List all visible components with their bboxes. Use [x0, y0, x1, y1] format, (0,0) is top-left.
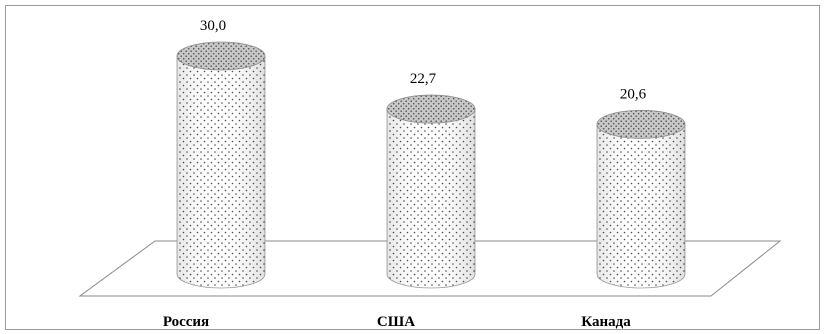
- bar-top: [386, 94, 476, 124]
- bar-canada: 20,6: [596, 86, 686, 289]
- category-label-canada: Канада: [581, 314, 631, 330]
- bar-top: [596, 109, 686, 139]
- category-label-usa: США: [377, 314, 415, 330]
- bar-shading: [177, 56, 265, 288]
- data-label-usa: 22,7: [410, 71, 437, 87]
- bar-usa: 22,7: [386, 71, 476, 289]
- bars-group: 30,0 22,7 20,6: [176, 18, 686, 289]
- bar-top: [176, 41, 266, 71]
- bar-shading: [597, 124, 685, 288]
- bar-russia: 30,0: [176, 18, 266, 289]
- data-label-canada: 20,6: [620, 86, 647, 102]
- data-label-russia: 30,0: [200, 18, 226, 34]
- bar-shading: [387, 109, 475, 289]
- category-labels: Россия США Канада: [163, 314, 631, 330]
- category-label-russia: Россия: [163, 314, 209, 330]
